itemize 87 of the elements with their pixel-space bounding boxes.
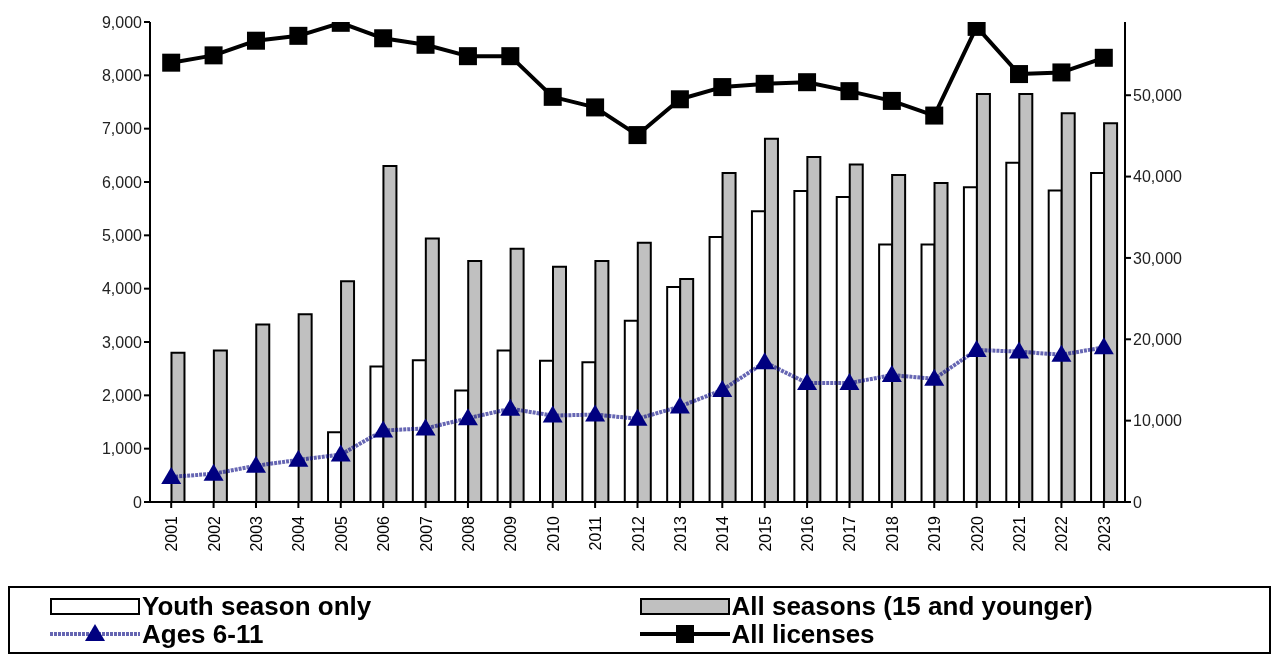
x-tick-label: 2003 bbox=[247, 515, 265, 552]
point bbox=[373, 420, 394, 438]
point bbox=[203, 463, 224, 481]
y2-tick-label: 10,000 bbox=[1133, 412, 1183, 430]
x-tick-label: 2008 bbox=[459, 515, 477, 552]
x-tick-label: 2001 bbox=[163, 515, 181, 552]
point bbox=[881, 365, 902, 383]
point bbox=[416, 35, 435, 54]
point bbox=[543, 87, 562, 106]
x-tick-label: 2006 bbox=[375, 515, 393, 552]
point bbox=[415, 418, 436, 436]
y-tick-label: 8,000 bbox=[101, 67, 143, 85]
point bbox=[457, 408, 478, 426]
x-tick-label: 2009 bbox=[502, 515, 520, 552]
point bbox=[1010, 65, 1029, 84]
x-tick-label: 2017 bbox=[841, 515, 859, 552]
x-tick-label: 2011 bbox=[587, 515, 605, 551]
y2-tick-label: 0 bbox=[1133, 493, 1142, 511]
point bbox=[925, 106, 944, 125]
point bbox=[924, 368, 945, 386]
point bbox=[713, 78, 732, 97]
point bbox=[501, 47, 520, 66]
legend-label: Ages 6-11 bbox=[142, 619, 264, 649]
y-tick-label: 1,000 bbox=[101, 440, 143, 458]
point bbox=[1052, 63, 1071, 82]
point bbox=[839, 373, 860, 391]
point bbox=[966, 340, 987, 357]
point bbox=[1051, 344, 1072, 362]
legend-label: All licenses bbox=[731, 619, 875, 649]
y-tick-label: 2,000 bbox=[101, 387, 143, 405]
point bbox=[669, 396, 690, 414]
point bbox=[755, 74, 774, 93]
x-tick-label: 2005 bbox=[332, 515, 350, 552]
x-tick-label: 2021 bbox=[1011, 515, 1029, 552]
point bbox=[542, 405, 563, 423]
y-tick-label: 5,000 bbox=[101, 227, 143, 245]
point bbox=[374, 29, 393, 48]
x-tick-label: 2022 bbox=[1053, 515, 1071, 552]
x-tick-label: 2014 bbox=[714, 515, 732, 552]
point bbox=[1009, 341, 1030, 359]
x-tick-label: 2002 bbox=[205, 515, 223, 552]
point bbox=[162, 53, 181, 72]
point bbox=[289, 26, 308, 45]
point bbox=[204, 46, 223, 65]
point bbox=[1094, 48, 1113, 67]
point bbox=[245, 455, 266, 473]
y2-tick-label: 30,000 bbox=[1133, 249, 1183, 267]
y2-tick-label: 50,000 bbox=[1133, 86, 1183, 104]
point bbox=[500, 398, 521, 416]
x-tick-label: 2020 bbox=[968, 515, 986, 552]
point bbox=[627, 408, 648, 426]
y-tick-label: 0 bbox=[133, 493, 143, 511]
y-tick-label: 7,000 bbox=[101, 120, 143, 138]
y-tick-label: 4,000 bbox=[101, 280, 143, 298]
y2-tick-label: 20,000 bbox=[1133, 330, 1183, 348]
y-tick-label: 6,000 bbox=[101, 173, 143, 191]
x-tick-label: 2010 bbox=[544, 515, 562, 552]
x-tick-label: 2007 bbox=[417, 515, 435, 552]
point bbox=[1093, 337, 1114, 355]
point bbox=[288, 449, 309, 467]
point bbox=[586, 98, 605, 117]
legend-label: All seasons (15 and younger) bbox=[731, 591, 1093, 621]
point bbox=[161, 466, 182, 484]
point bbox=[628, 126, 647, 145]
x-tick-label: 2019 bbox=[926, 515, 944, 552]
x-tick-label: 2015 bbox=[756, 515, 774, 552]
y2-tick-label: 40,000 bbox=[1133, 168, 1183, 186]
point bbox=[754, 352, 775, 370]
point bbox=[797, 373, 818, 391]
legend-label: Youth season only bbox=[142, 591, 372, 621]
y-tick-label: 3,000 bbox=[101, 333, 143, 351]
point bbox=[458, 47, 477, 66]
x-tick-label: 2013 bbox=[671, 515, 689, 552]
x-tick-label: 2018 bbox=[883, 515, 901, 552]
point bbox=[585, 404, 606, 422]
point bbox=[798, 73, 817, 92]
point bbox=[246, 31, 265, 50]
x-tick-label: 2012 bbox=[629, 515, 647, 552]
y-tick-label: 9,000 bbox=[101, 13, 143, 31]
point bbox=[330, 444, 351, 462]
x-tick-label: 2016 bbox=[799, 515, 817, 552]
point bbox=[712, 380, 733, 397]
x-tick-label: 2023 bbox=[1095, 515, 1113, 552]
x-tick-label: 2004 bbox=[290, 515, 308, 552]
point bbox=[670, 90, 689, 109]
point bbox=[840, 82, 859, 101]
point bbox=[882, 91, 901, 110]
